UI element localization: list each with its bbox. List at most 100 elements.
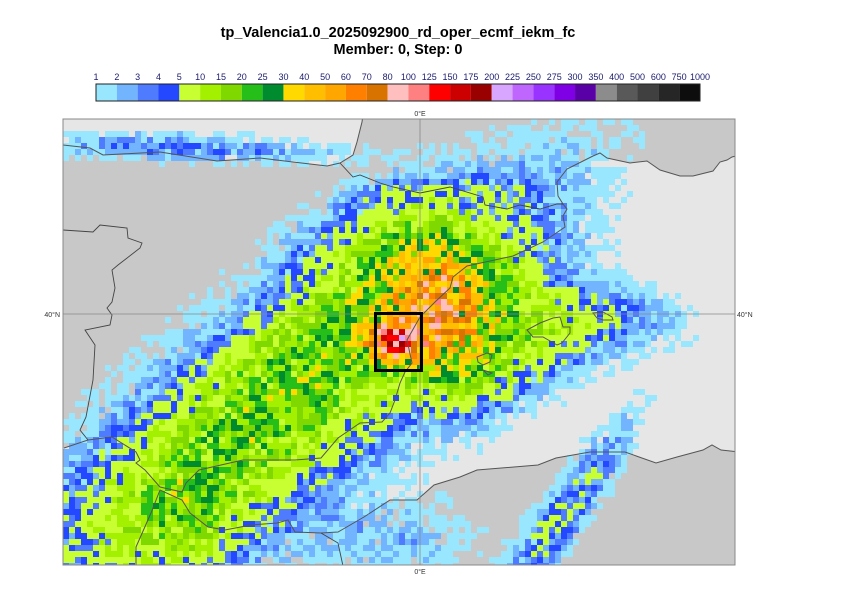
precip-cell: [561, 341, 567, 347]
precip-cell: [423, 431, 429, 437]
precip-cell: [291, 317, 297, 323]
precip-cell: [453, 275, 459, 281]
precip-cell: [105, 383, 111, 389]
precip-cell: [267, 455, 273, 461]
precip-cell: [351, 473, 357, 479]
precip-cell: [147, 437, 153, 443]
precip-cell: [261, 455, 267, 461]
precip-cell: [591, 353, 597, 359]
precip-cell: [291, 503, 297, 509]
precip-cell: [303, 317, 309, 323]
precip-cell: [141, 491, 147, 497]
precip-cell: [531, 185, 537, 191]
precip-cell: [609, 137, 615, 143]
legend-label: 20: [237, 72, 247, 82]
precip-cell: [201, 491, 207, 497]
precip-cell: [225, 419, 231, 425]
precip-cell: [279, 461, 285, 467]
precip-cell: [597, 503, 603, 509]
precip-cell: [453, 533, 459, 539]
precip-cell: [267, 149, 273, 155]
precip-cell: [489, 125, 495, 131]
precip-cell: [561, 263, 567, 269]
precip-cell: [285, 545, 291, 551]
precip-cell: [549, 161, 555, 167]
precip-cell: [207, 155, 213, 161]
precip-cell: [405, 347, 411, 353]
precip-cell: [573, 185, 579, 191]
precip-cell: [489, 209, 495, 215]
precip-cell: [579, 161, 585, 167]
precip-cell: [465, 323, 471, 329]
precip-cell: [399, 305, 405, 311]
precip-cell: [351, 347, 357, 353]
precip-cell: [339, 377, 345, 383]
precip-cell: [75, 503, 81, 509]
precip-cell: [267, 365, 273, 371]
precip-cell: [381, 413, 387, 419]
precip-cell: [525, 275, 531, 281]
precip-cell: [501, 209, 507, 215]
precip-cell: [429, 335, 435, 341]
precip-cell: [453, 203, 459, 209]
precip-cell: [345, 287, 351, 293]
precip-cell: [663, 323, 669, 329]
precip-cell: [315, 389, 321, 395]
precip-cell: [201, 407, 207, 413]
precip-cell: [567, 545, 573, 551]
precip-cell: [63, 539, 69, 545]
precip-cell: [177, 545, 183, 551]
precip-cell: [447, 335, 453, 341]
precip-cell: [615, 425, 621, 431]
precip-cell: [261, 527, 267, 533]
precip-cell: [573, 281, 579, 287]
precip-cell: [477, 527, 483, 533]
precip-cell: [279, 239, 285, 245]
precip-cell: [315, 335, 321, 341]
precip-cell: [321, 425, 327, 431]
precip-cell: [243, 299, 249, 305]
precip-cell: [87, 449, 93, 455]
precip-cell: [531, 275, 537, 281]
precip-cell: [285, 479, 291, 485]
precip-cell: [165, 473, 171, 479]
precip-cell: [117, 137, 123, 143]
precip-cell: [393, 461, 399, 467]
precip-cell: [447, 317, 453, 323]
precip-cell: [585, 281, 591, 287]
precip-cell: [549, 167, 555, 173]
precip-cell: [345, 179, 351, 185]
precip-cell: [141, 509, 147, 515]
precip-cell: [483, 161, 489, 167]
precip-cell: [543, 281, 549, 287]
precip-cell: [291, 287, 297, 293]
precip-cell: [591, 155, 597, 161]
precip-cell: [513, 143, 519, 149]
precip-cell: [585, 197, 591, 203]
precip-cell: [99, 467, 105, 473]
precip-cell: [405, 185, 411, 191]
precip-cell: [579, 197, 585, 203]
precip-cell: [489, 185, 495, 191]
precip-cell: [321, 389, 327, 395]
precip-cell: [333, 449, 339, 455]
precip-cell: [381, 185, 387, 191]
precip-cell: [405, 263, 411, 269]
precip-cell: [225, 143, 231, 149]
precip-cell: [447, 287, 453, 293]
precip-cell: [261, 269, 267, 275]
precip-cell: [225, 347, 231, 353]
precip-cell: [75, 425, 81, 431]
precip-cell: [489, 365, 495, 371]
precip-cell: [489, 227, 495, 233]
precip-cell: [573, 275, 579, 281]
precip-cell: [375, 473, 381, 479]
precip-cell: [243, 527, 249, 533]
precip-cell: [591, 227, 597, 233]
precip-cell: [561, 239, 567, 245]
precip-cell: [339, 461, 345, 467]
precip-cell: [609, 365, 615, 371]
precip-cell: [363, 389, 369, 395]
precip-cell: [555, 491, 561, 497]
precip-cell: [435, 203, 441, 209]
